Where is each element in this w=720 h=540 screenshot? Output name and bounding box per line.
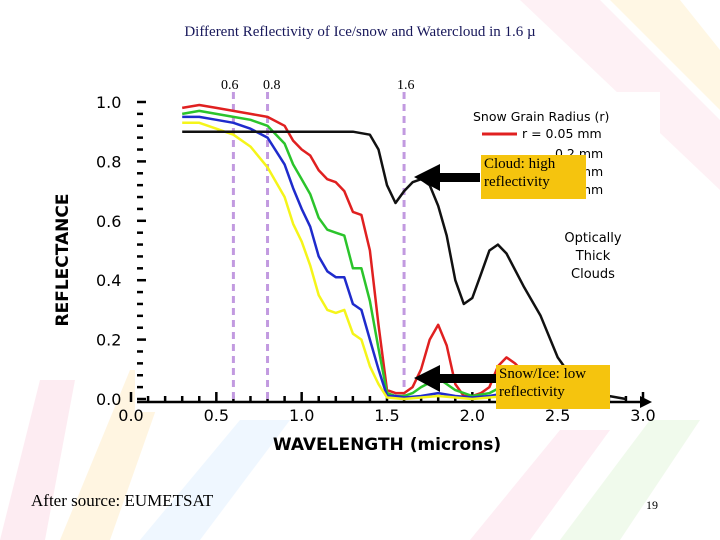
- legend-title: Snow Grain Radius (r): [473, 109, 609, 124]
- y-tick-label-1: 0.2: [96, 331, 121, 350]
- y-tick-label-2: 0.4: [96, 271, 121, 290]
- annotation-line-1: Optically: [564, 231, 622, 246]
- plot-area: [135, 92, 660, 412]
- x-tick-label-6: 3.0: [630, 406, 655, 425]
- series-line-1: [181, 109, 558, 398]
- x-tick-label-4: 2.0: [460, 406, 485, 425]
- x-tick-label-2: 1.0: [289, 406, 314, 425]
- x-tick-label-1: 0.5: [204, 406, 229, 425]
- callout-snow-low-reflectivity: Snow/Ice: low reflectivity: [496, 365, 610, 409]
- callout-cloud-line-2: reflectivity: [484, 174, 550, 190]
- x-tick-label-0: 0.0: [118, 406, 143, 425]
- arrow-snow: [414, 365, 496, 392]
- callout-snow-line-1: Snow/Ice: low: [499, 366, 587, 382]
- x-tick-label-3: 1.5: [374, 406, 399, 425]
- series-line-2: [182, 115, 558, 399]
- source-note: After source: EUMETSAT: [31, 491, 214, 510]
- y-tick-label-4: 0.8: [96, 152, 121, 171]
- series-line-3: [182, 121, 541, 401]
- page-number: 19: [646, 498, 658, 512]
- wavelength-label-1-6: 1.6: [397, 78, 415, 93]
- y-tick-label-3: 0.6: [96, 212, 121, 231]
- x-axis-arrow: [640, 396, 652, 408]
- arrow-cloud: [414, 164, 480, 191]
- y-axis-label: REFLECTANCE: [53, 194, 73, 327]
- wavelength-label-0-6: 0.6: [221, 78, 239, 93]
- annotation-line-2: Thick: [575, 249, 611, 264]
- slide-title: Different Reflectivity of Ice/snow and W…: [184, 24, 536, 40]
- x-axis-label: WAVELENGTH (microns): [273, 435, 501, 455]
- callout-snow-line-2: reflectivity: [499, 384, 565, 400]
- x-tick-label-5: 2.5: [545, 406, 570, 425]
- annotation-line-3: Clouds: [571, 267, 615, 282]
- annotation-thick-clouds: Optically Thick Clouds: [564, 231, 622, 282]
- legend-entry-0-05: r = 0.05 mm: [522, 126, 602, 141]
- y-tick-label-0: 0.0: [96, 390, 121, 409]
- callout-cloud-high-reflectivity: Cloud: high reflectivity: [481, 155, 586, 199]
- callout-cloud-line-1: Cloud: high: [484, 156, 556, 172]
- wavelength-label-0-8: 0.8: [263, 78, 281, 93]
- y-tick-label-5: 1.0: [96, 93, 121, 112]
